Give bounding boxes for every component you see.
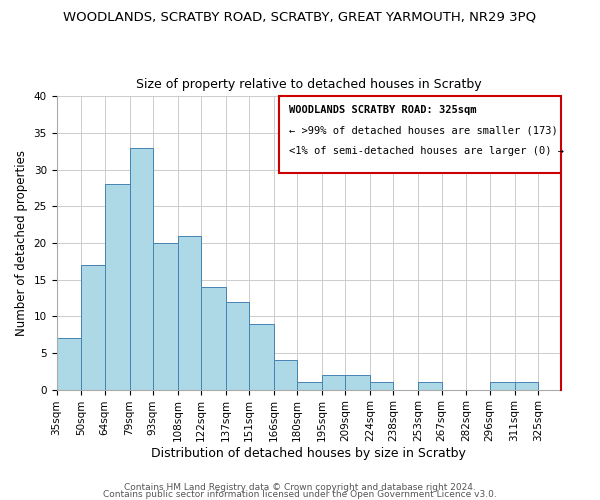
Text: <1% of semi-detached houses are larger (0) →: <1% of semi-detached houses are larger (… — [289, 146, 563, 156]
Bar — [515, 382, 538, 390]
Bar — [249, 324, 274, 390]
Bar — [153, 243, 178, 390]
Y-axis label: Number of detached properties: Number of detached properties — [15, 150, 28, 336]
Text: Contains public sector information licensed under the Open Government Licence v3: Contains public sector information licen… — [103, 490, 497, 499]
Bar — [130, 148, 153, 390]
Text: ← >99% of detached houses are smaller (173): ← >99% of detached houses are smaller (1… — [289, 126, 557, 136]
Bar — [370, 382, 394, 390]
Bar — [104, 184, 130, 390]
Bar — [201, 287, 226, 390]
Bar — [56, 338, 82, 390]
Text: Contains HM Land Registry data © Crown copyright and database right 2024.: Contains HM Land Registry data © Crown c… — [124, 484, 476, 492]
Bar — [322, 375, 346, 390]
Bar — [226, 302, 249, 390]
Title: Size of property relative to detached houses in Scratby: Size of property relative to detached ho… — [136, 78, 482, 91]
Bar — [490, 382, 515, 390]
Bar — [297, 382, 322, 390]
Bar — [274, 360, 297, 390]
Bar — [418, 382, 442, 390]
Text: WOODLANDS SCRATBY ROAD: 325sqm: WOODLANDS SCRATBY ROAD: 325sqm — [289, 105, 476, 115]
FancyBboxPatch shape — [278, 96, 561, 172]
X-axis label: Distribution of detached houses by size in Scratby: Distribution of detached houses by size … — [151, 447, 466, 460]
Bar — [178, 236, 201, 390]
Bar — [346, 375, 370, 390]
Text: WOODLANDS, SCRATBY ROAD, SCRATBY, GREAT YARMOUTH, NR29 3PQ: WOODLANDS, SCRATBY ROAD, SCRATBY, GREAT … — [64, 10, 536, 23]
Bar — [82, 265, 104, 390]
